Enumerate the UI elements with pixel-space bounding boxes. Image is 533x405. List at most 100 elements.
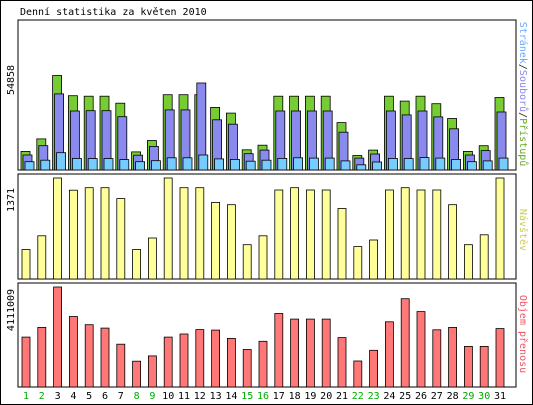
bar-visits-day-22 xyxy=(353,246,363,280)
day-label-14: 14 xyxy=(225,391,237,402)
bar-stránek-day-6 xyxy=(103,158,114,171)
bar-stránek-day-4 xyxy=(72,157,82,171)
day-label-1: 1 xyxy=(23,391,29,402)
day-label-28: 28 xyxy=(447,391,459,402)
legend-part: Objem přenosu xyxy=(517,295,529,373)
bar-visits-day-28 xyxy=(448,204,458,280)
bar-visits-day-30 xyxy=(479,234,489,280)
bar-transfer-day-10 xyxy=(163,336,173,388)
bar-visits-day-16 xyxy=(258,235,268,280)
bar-transfer-day-20 xyxy=(321,318,331,388)
bar-stránek-day-26 xyxy=(419,157,430,171)
bar-transfer-day-3 xyxy=(53,286,62,388)
day-label-10: 10 xyxy=(162,391,174,402)
bar-stránek-day-3 xyxy=(56,152,66,171)
day-label-30: 30 xyxy=(478,391,490,402)
day-label-5: 5 xyxy=(86,391,92,402)
bar-visits-day-1 xyxy=(21,249,31,280)
day-label-12: 12 xyxy=(194,391,206,402)
bar-stránek-day-24 xyxy=(387,157,398,171)
bar-stránek-day-30 xyxy=(482,160,493,171)
bar-visits-day-9 xyxy=(147,237,157,280)
legend-part: / xyxy=(517,112,528,118)
bar-stránek-day-7 xyxy=(119,159,130,171)
day-label-18: 18 xyxy=(289,391,301,402)
bar-transfer-day-13 xyxy=(211,329,221,388)
bar-transfer-day-28 xyxy=(448,326,458,388)
bar-transfer-day-18 xyxy=(290,318,300,388)
bar-visits-day-2 xyxy=(37,235,47,280)
bar-transfer-day-11 xyxy=(179,333,189,388)
bar-transfer-day-2 xyxy=(37,326,47,388)
bar-stránek-day-10 xyxy=(166,157,177,171)
bar-visits-day-3 xyxy=(53,177,62,280)
bar-visits-day-26 xyxy=(416,189,426,280)
bar-visits-day-17 xyxy=(274,189,284,280)
bar-transfer-day-24 xyxy=(384,321,394,388)
bar-transfer-day-25 xyxy=(400,298,410,388)
bar-stránek-day-15 xyxy=(245,160,256,171)
bar-stránek-day-22 xyxy=(356,164,367,171)
bar-visits-day-18 xyxy=(290,187,300,280)
bar-stránek-day-8 xyxy=(135,161,146,171)
bar-visits-day-12 xyxy=(195,187,205,280)
bar-stránek-day-14 xyxy=(229,158,240,171)
bar-stránek-day-13 xyxy=(214,158,225,171)
bar-stránek-day-1 xyxy=(24,161,35,171)
bar-visits-day-20 xyxy=(321,189,331,280)
legend-part: Stránek xyxy=(517,22,529,64)
day-label-6: 6 xyxy=(102,391,108,402)
bar-transfer-day-17 xyxy=(274,313,284,388)
bar-stránek-day-17 xyxy=(277,157,288,171)
bar-visits-day-31 xyxy=(495,177,505,280)
bar-visits-day-10 xyxy=(163,177,173,280)
day-label-24: 24 xyxy=(383,391,395,402)
bar-transfer-day-4 xyxy=(69,316,78,388)
visits-bars xyxy=(21,177,505,280)
bar-visits-day-4 xyxy=(69,189,78,280)
day-label-7: 7 xyxy=(118,391,124,402)
day-label-11: 11 xyxy=(178,391,190,402)
day-label-27: 27 xyxy=(431,391,443,402)
panel-transfer: 4111009 Objem přenosu xyxy=(6,282,529,388)
bar-stránek-day-19 xyxy=(308,157,319,171)
bar-stránek-day-25 xyxy=(403,158,414,171)
bar-transfer-day-6 xyxy=(100,327,110,388)
transfer-bars xyxy=(21,286,505,388)
bar-stránek-day-5 xyxy=(87,158,98,171)
day-label-13: 13 xyxy=(210,391,222,402)
hits-max-label: 54858 xyxy=(6,65,17,95)
bar-visits-day-21 xyxy=(337,208,347,280)
bar-transfer-day-31 xyxy=(495,328,505,388)
bar-visits-day-14 xyxy=(226,204,236,280)
day-label-29: 29 xyxy=(462,391,474,402)
chart-title: Denní statistika za květen 2010 xyxy=(20,6,207,18)
visits-max-label: 1371 xyxy=(6,188,17,212)
panel-hits: 54858 Stránek/Souborů/Přístupů xyxy=(6,19,529,171)
bar-transfer-day-19 xyxy=(305,318,315,388)
bar-transfer-day-5 xyxy=(84,324,94,388)
day-label-25: 25 xyxy=(399,391,411,402)
transfer-legend: Objem přenosu xyxy=(517,295,529,373)
bar-stránek-day-29 xyxy=(466,161,477,171)
bar-visits-day-11 xyxy=(179,187,189,280)
day-label-31: 31 xyxy=(494,391,506,402)
bar-transfer-day-22 xyxy=(353,360,363,388)
bar-transfer-day-30 xyxy=(479,345,489,388)
bar-transfer-day-29 xyxy=(463,345,473,388)
bar-stránek-day-2 xyxy=(40,159,51,171)
bar-stránek-day-9 xyxy=(150,160,161,171)
hits-legend: Stránek/Souborů/Přístupů xyxy=(517,22,529,167)
day-label-3: 3 xyxy=(55,391,61,402)
bar-visits-day-7 xyxy=(116,198,126,280)
day-label-20: 20 xyxy=(320,391,332,402)
bar-stránek-day-11 xyxy=(182,157,193,171)
bar-stránek-day-20 xyxy=(324,157,335,171)
day-labels: 1 2 3 4 5 6 7 8 9 10 11 12 13 14 15 16 17 18 19 20 21 22 23 24 2… xyxy=(23,391,506,402)
bar-visits-day-25 xyxy=(400,187,410,280)
panel-visits: 1371 Návštěv xyxy=(6,173,529,280)
bar-visits-day-13 xyxy=(211,201,221,280)
bar-visits-day-15 xyxy=(242,244,252,280)
bar-transfer-day-12 xyxy=(195,329,205,388)
